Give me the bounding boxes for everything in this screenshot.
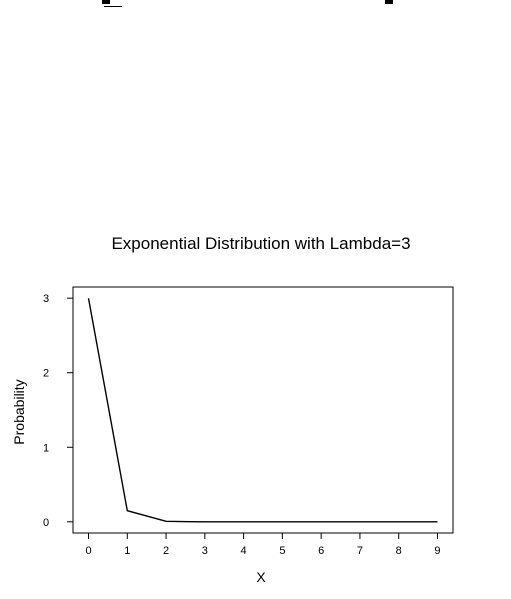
x-tick-label: 8: [396, 545, 402, 557]
x-axis: 0 1 2 3 4 5 6 7 8 9: [85, 533, 441, 557]
x-tick-label: 5: [279, 545, 285, 557]
series-layer: [87, 298, 438, 523]
x-tick-label: 2: [163, 545, 169, 557]
y-tick-label: 0: [43, 517, 49, 529]
top-right-mark: [385, 0, 393, 4]
x-tick-label: 6: [318, 545, 324, 557]
x-tick-label: 9: [434, 545, 440, 557]
top-left-mark: [102, 0, 110, 4]
y-tick-label: 1: [43, 442, 49, 454]
y-axis: 0 1 2 3: [43, 293, 73, 529]
x-tick-label: 0: [85, 545, 91, 557]
x-tick-label: 4: [241, 545, 247, 557]
x-tick-label: 1: [124, 545, 130, 557]
y-tick-label: 2: [43, 368, 49, 380]
top-left-mark-underline: [104, 6, 122, 7]
y-axis-label: Probability: [11, 379, 27, 444]
plot-frame: [72, 286, 454, 534]
y-tick-label: 3: [43, 293, 49, 305]
x-tick-label: 3: [202, 545, 208, 557]
x-tick-label: 7: [357, 545, 363, 557]
x-axis-label: X: [256, 569, 266, 585]
chart-title: Exponential Distribution with Lambda=3: [111, 234, 410, 253]
series-line-0: [87, 298, 438, 523]
